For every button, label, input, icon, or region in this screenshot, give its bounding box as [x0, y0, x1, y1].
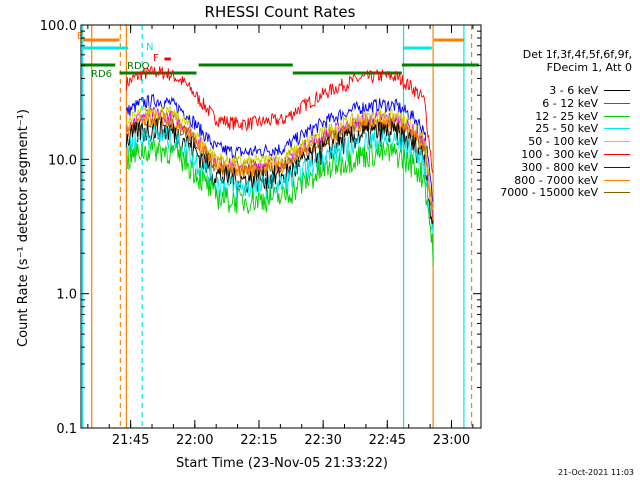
y-tick-label: 10.0	[48, 153, 77, 168]
flag-label-rdo: RDO	[127, 61, 150, 72]
legend-header-line-2: FDecim 1, Att 0	[546, 61, 632, 74]
legend-swatch	[604, 90, 630, 91]
x-tick-label: 22:15	[240, 433, 277, 448]
x-tick-label: 22:00	[176, 433, 213, 448]
legend-label: 7000 - 15000 keV	[500, 186, 598, 200]
plot-area: RDO RD6 NF E	[77, 25, 479, 428]
plot-frame	[80, 24, 482, 429]
x-tick-label: 22:45	[369, 433, 406, 448]
legend-entry: 7000 - 15000 keV	[500, 186, 630, 199]
legend-entry: 100 - 300 keV	[521, 148, 630, 161]
legend-label: 100 - 300 keV	[521, 148, 598, 161]
legend-swatch	[604, 179, 630, 181]
legend-entry: 800 - 7000 keV	[514, 174, 630, 187]
chart-title: RHESSI Count Rates	[205, 3, 356, 21]
y-tick-label: 0.1	[56, 422, 77, 437]
legend-swatch	[604, 154, 630, 155]
legend-label: 12 - 25 keV	[535, 109, 598, 123]
series-line	[126, 137, 434, 266]
legend-header: Det 1f,3f,4f,5f,6f,9f, FDecim 1, Att 0	[470, 48, 632, 74]
flag-label-e: E	[77, 31, 83, 42]
legend-label: 50 - 100 keV	[528, 135, 598, 149]
legend-swatch	[604, 115, 630, 117]
legend-label: 3 - 6 keV	[549, 84, 598, 97]
legend-swatch	[604, 141, 630, 143]
y-tick-label: 1.0	[56, 288, 77, 303]
x-tick-label: 22:30	[304, 433, 341, 448]
legend-label: 25 - 50 keV	[535, 122, 598, 136]
series-line	[125, 105, 434, 210]
legend-entry: 12 - 25 keV	[535, 110, 630, 123]
flag-label-rd6: RD6	[91, 69, 112, 80]
y-tick-label: 100.0	[40, 19, 77, 34]
legend-label: 800 - 7000 keV	[514, 173, 598, 187]
series-line	[125, 65, 434, 174]
legend-entry: 25 - 50 keV	[535, 122, 630, 135]
legend-header-line-1: Det 1f,3f,4f,5f,6f,9f,	[522, 48, 632, 61]
x-tick-label: 21:45	[112, 433, 149, 448]
flag-label-f: F	[153, 53, 159, 64]
series-line	[125, 93, 434, 202]
legend-label: 300 - 800 keV	[521, 160, 598, 174]
x-tick-label: 23:00	[433, 433, 470, 448]
legend-entry: 3 - 6 keV	[549, 84, 630, 97]
legend-label: 6 - 12 keV	[542, 96, 598, 110]
legend-entry: 6 - 12 keV	[542, 97, 630, 110]
legend-swatch	[604, 102, 630, 104]
axes-ticks: 0.1 1.0 10.0 100.0 21:45 22:00 22:15 22:30 22:45…	[40, 19, 481, 448]
y-axis-label: Count Rate (s⁻¹ detector segment⁻¹)	[16, 109, 31, 347]
timestamp: 21-Oct-2021 11:03	[558, 468, 634, 477]
legend-swatch	[604, 128, 630, 130]
x-axis-label: Start Time (23-Nov-05 21:33:22)	[176, 456, 388, 471]
legend-swatch	[604, 166, 630, 168]
legend-swatch	[604, 192, 630, 194]
legend-entry: 50 - 100 keV	[528, 135, 630, 148]
flag-label-n: N	[146, 42, 153, 53]
legend-entry: 300 - 800 keV	[521, 161, 630, 174]
series-line	[126, 125, 434, 235]
